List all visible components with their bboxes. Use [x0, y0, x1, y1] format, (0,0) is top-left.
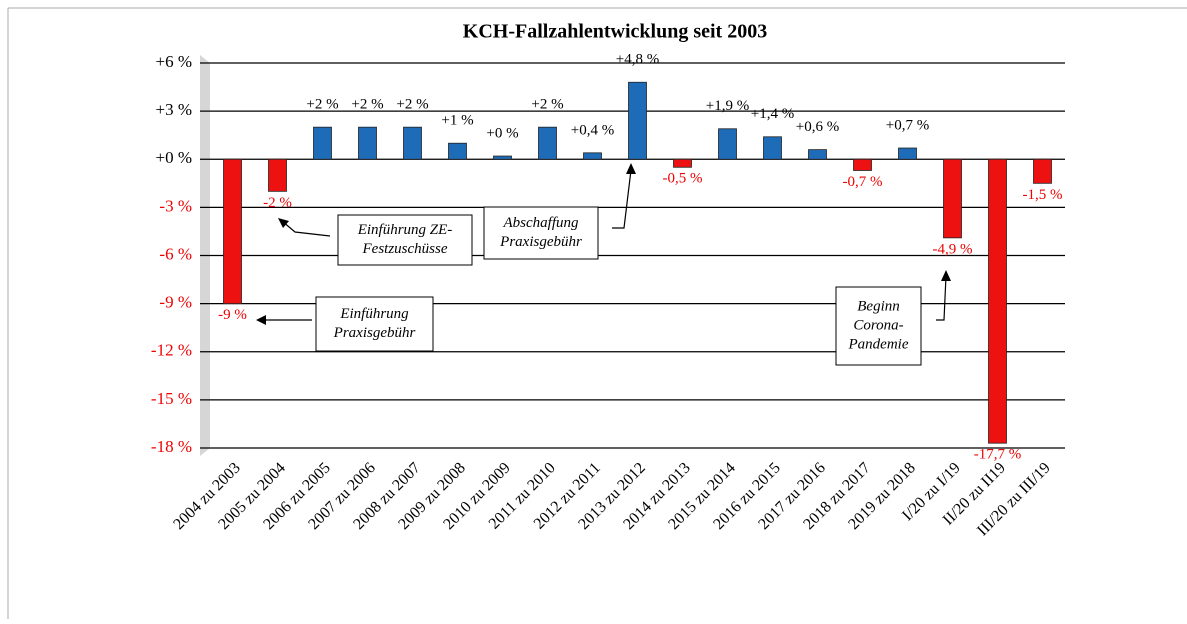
arrows: [262, 169, 947, 321]
arrow: [936, 275, 947, 321]
bar: [493, 155, 512, 160]
bar: [448, 142, 467, 160]
bar: [988, 158, 1007, 444]
annotation: Abschaffung: [503, 215, 579, 231]
bar: [763, 136, 782, 160]
annotation: Beginn: [857, 298, 900, 314]
data-label: +2 %: [306, 97, 338, 113]
annotation: Praxisgebühr: [333, 325, 416, 341]
bar: [403, 126, 422, 160]
bar: [1033, 158, 1052, 184]
data-label: +0 %: [486, 125, 518, 141]
arrow-head: [626, 163, 636, 174]
data-label: +2 %: [396, 97, 428, 113]
data-label: -0,7 %: [843, 174, 883, 190]
bar: [223, 158, 242, 305]
arrow: [612, 169, 632, 229]
bar: [943, 158, 962, 239]
data-label: +0,4 %: [571, 122, 614, 138]
y-tick-label: -12 %: [151, 341, 192, 360]
annotation: Pandemie: [848, 336, 909, 352]
bar: [808, 149, 827, 160]
annotation: Festzuschüsse: [362, 241, 448, 257]
data-label: +0,7 %: [886, 117, 929, 133]
annotation-box: [483, 206, 599, 260]
y-tick-label: -18 %: [151, 437, 192, 456]
data-label: -17,7 %: [974, 447, 1022, 463]
data-label: -9 %: [218, 307, 247, 323]
bar: [853, 158, 872, 171]
annotation: Einführung ZE-: [357, 222, 453, 238]
bar: [313, 126, 332, 160]
data-label: -1,5 %: [1023, 187, 1063, 203]
annotation-box: [315, 296, 434, 352]
bar: [898, 147, 917, 160]
y-tick-label: +3 %: [156, 100, 193, 119]
arrow: [281, 220, 331, 237]
bar: [673, 158, 692, 168]
data-label: +2 %: [531, 97, 563, 113]
y-tick-label: +0 %: [156, 148, 193, 167]
arrow-head: [256, 315, 266, 325]
annotation: Praxisgebühr: [499, 234, 582, 250]
data-label: -4,9 %: [933, 241, 973, 257]
data-label: -2 %: [263, 195, 292, 211]
y-tick-label: -3 %: [159, 196, 192, 215]
arrow-heads: [256, 163, 951, 325]
data-label: -0,5 %: [663, 171, 703, 187]
bar: [718, 128, 737, 160]
annotation-box: [337, 214, 473, 266]
bar: [583, 152, 602, 160]
annotation: Einführung: [339, 306, 409, 322]
chart-title: KCH-Fallzahlentwicklung seit 2003: [463, 21, 767, 43]
data-label: +1,4 %: [751, 106, 794, 122]
bar: [538, 126, 557, 160]
data-label: +0,6 %: [796, 119, 839, 135]
bar: [628, 81, 647, 160]
data-label: +1,9 %: [706, 98, 749, 114]
annotation: Corona-: [853, 317, 903, 333]
arrow-head: [941, 270, 951, 281]
y-tick-label: -6 %: [159, 244, 192, 263]
y-tick-label: -15 %: [151, 389, 192, 408]
data-label: +2 %: [351, 97, 383, 113]
arrow-head: [278, 218, 289, 228]
y-tick-label: -9 %: [159, 293, 192, 312]
data-label: +4,8 %: [616, 52, 659, 68]
annotation-box: [835, 286, 922, 366]
y-tick-label: +6 %: [156, 52, 193, 71]
bar: [358, 126, 377, 160]
data-label: +1 %: [441, 113, 473, 129]
bar: [268, 158, 287, 192]
